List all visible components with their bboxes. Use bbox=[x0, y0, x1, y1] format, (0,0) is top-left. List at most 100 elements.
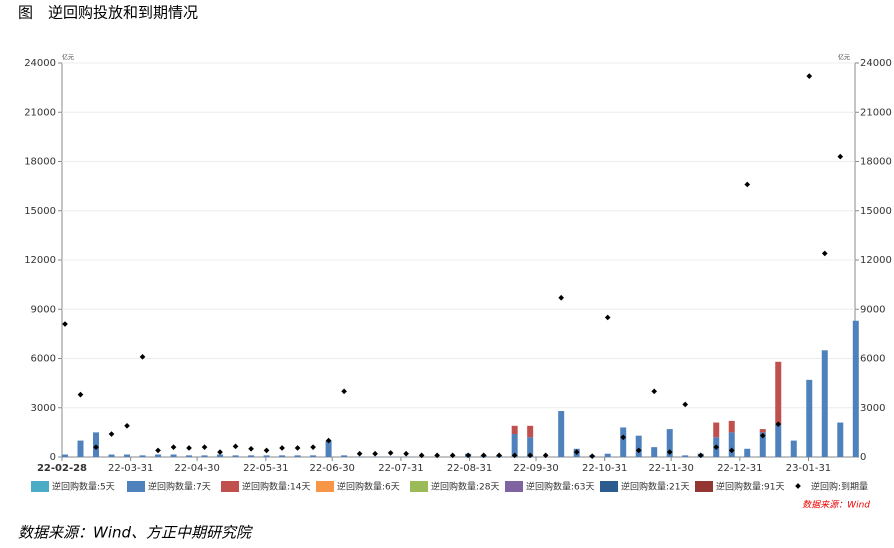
bar bbox=[713, 422, 720, 438]
bar bbox=[124, 454, 131, 457]
dot bbox=[217, 449, 223, 455]
dot bbox=[387, 450, 394, 456]
dot bbox=[837, 153, 844, 160]
y-tick-label: 6000 bbox=[31, 354, 56, 365]
bar bbox=[511, 434, 518, 457]
footer: 数据来源：Wind、方正中期研究院 bbox=[18, 524, 253, 542]
bar bbox=[186, 455, 193, 457]
bar bbox=[511, 425, 518, 435]
dot bbox=[589, 453, 596, 460]
dot bbox=[418, 452, 425, 459]
x-tick-label: 22-03-31 bbox=[108, 463, 153, 474]
legend-label: 逆回购数量:21天 bbox=[621, 481, 690, 493]
legend-marker bbox=[795, 483, 801, 489]
bar bbox=[666, 429, 673, 457]
bar bbox=[837, 422, 844, 457]
y-tick-label: 24000 bbox=[24, 58, 56, 69]
legend-label: 逆回购数量:63天 bbox=[526, 481, 595, 493]
dot bbox=[728, 447, 735, 454]
y-tick-label: 3000 bbox=[31, 403, 56, 414]
bar bbox=[527, 437, 534, 457]
bar bbox=[651, 447, 658, 457]
x-tick-label: 22-08-31 bbox=[447, 463, 492, 474]
legend-label: 逆回购:到期量 bbox=[811, 481, 868, 493]
dot bbox=[170, 444, 177, 450]
y2-tick-label: 15000 bbox=[860, 206, 892, 217]
bar bbox=[310, 455, 317, 457]
x-tick-label: 22-11-30 bbox=[648, 463, 693, 474]
y-tick-label: 15000 bbox=[24, 206, 56, 217]
x-tick-label: 23-01-31 bbox=[786, 463, 831, 474]
legend-label: 逆回购数量:91天 bbox=[716, 481, 785, 493]
y2-tick-label: 0 bbox=[860, 452, 866, 463]
dot bbox=[542, 452, 549, 459]
source: 数据来源：Wind bbox=[802, 500, 870, 511]
y2-tick-label: 21000 bbox=[860, 107, 892, 118]
dot bbox=[775, 421, 782, 427]
bar bbox=[294, 455, 301, 457]
bar bbox=[527, 425, 534, 438]
dot bbox=[248, 445, 254, 452]
dot bbox=[263, 447, 270, 454]
legend-label: 逆回购数量:28天 bbox=[431, 481, 500, 493]
dot bbox=[186, 445, 192, 451]
y2-unit: 亿元 bbox=[838, 54, 850, 62]
legend-swatch bbox=[505, 481, 523, 492]
dot bbox=[155, 447, 161, 454]
y2-tick-label: 12000 bbox=[860, 255, 892, 266]
x-tick-label: 22-02-28 bbox=[37, 463, 87, 474]
bar bbox=[263, 455, 270, 457]
bar bbox=[341, 455, 348, 457]
bar bbox=[759, 429, 766, 433]
x-tick-label: 22-04-30 bbox=[174, 463, 219, 474]
dot bbox=[744, 181, 751, 188]
bar bbox=[62, 454, 68, 457]
dot bbox=[325, 437, 332, 444]
bar bbox=[744, 448, 751, 457]
x-tick-label: 22-09-30 bbox=[513, 463, 558, 474]
bar bbox=[759, 432, 766, 457]
dot bbox=[558, 294, 565, 301]
bar bbox=[821, 350, 828, 457]
bar bbox=[279, 455, 286, 457]
dot bbox=[62, 321, 68, 327]
dot bbox=[573, 449, 580, 455]
dot bbox=[511, 452, 518, 459]
bar bbox=[201, 455, 208, 457]
dot bbox=[139, 354, 146, 360]
y2-tick-label: 9000 bbox=[860, 304, 885, 315]
bar bbox=[728, 432, 735, 457]
legend-label: 逆回购数量:6天 bbox=[337, 481, 400, 493]
dot bbox=[403, 450, 409, 457]
bar bbox=[682, 455, 689, 457]
dot bbox=[341, 388, 347, 395]
y-tick-label: 0 bbox=[50, 452, 56, 463]
dot bbox=[713, 444, 720, 450]
legend-label: 逆回购数量:5天 bbox=[52, 481, 115, 493]
legend-label: 逆回购数量:7天 bbox=[148, 481, 211, 493]
legend-swatch bbox=[31, 481, 49, 492]
dot bbox=[666, 449, 673, 455]
dot bbox=[372, 450, 378, 457]
dot bbox=[294, 445, 301, 451]
x-tick-label: 22-06-30 bbox=[310, 463, 355, 474]
dot bbox=[697, 452, 704, 459]
legend-swatch bbox=[316, 481, 334, 492]
y-tick-label: 21000 bbox=[24, 107, 56, 118]
dot bbox=[356, 450, 363, 457]
dot bbox=[449, 452, 456, 459]
y2-tick-label: 6000 bbox=[860, 354, 885, 365]
y-tick-label: 12000 bbox=[24, 255, 56, 266]
dot bbox=[108, 431, 115, 437]
bar bbox=[232, 455, 239, 457]
bar bbox=[604, 453, 611, 457]
dot bbox=[77, 391, 84, 398]
bar bbox=[170, 454, 177, 457]
dot bbox=[480, 452, 487, 459]
dot bbox=[232, 443, 239, 450]
dot bbox=[806, 73, 813, 79]
bar bbox=[558, 411, 565, 457]
legend-swatch bbox=[410, 481, 428, 492]
dot bbox=[279, 445, 285, 451]
